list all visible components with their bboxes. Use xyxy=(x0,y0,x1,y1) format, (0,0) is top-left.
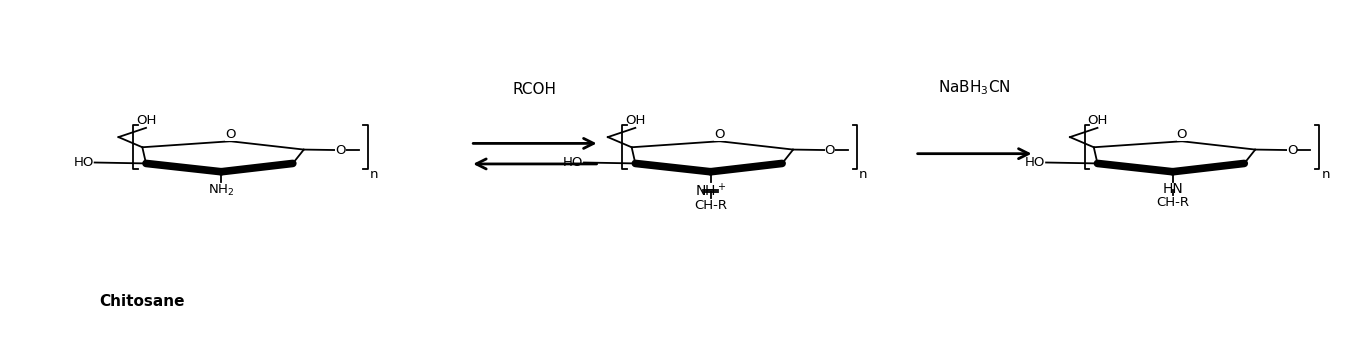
Text: HO: HO xyxy=(563,156,583,169)
Text: OH: OH xyxy=(136,115,157,127)
Text: n: n xyxy=(1321,168,1329,181)
Text: O: O xyxy=(715,128,725,141)
Text: O: O xyxy=(225,128,236,141)
Text: CH-R: CH-R xyxy=(695,198,727,211)
Text: HN: HN xyxy=(1162,183,1184,196)
Text: n: n xyxy=(859,168,868,181)
Text: OH: OH xyxy=(625,115,646,127)
Text: HO: HO xyxy=(1024,156,1045,169)
Text: NH$^+$: NH$^+$ xyxy=(695,183,726,200)
Text: O: O xyxy=(335,144,346,157)
Text: OH: OH xyxy=(1087,115,1107,127)
Text: n: n xyxy=(370,168,379,181)
Text: O: O xyxy=(1177,128,1188,141)
Text: NaBH$_3$CN: NaBH$_3$CN xyxy=(938,79,1011,97)
Text: RCOH: RCOH xyxy=(512,82,556,97)
Text: HO: HO xyxy=(74,156,94,169)
Text: NH$_2$: NH$_2$ xyxy=(208,183,234,198)
Text: O: O xyxy=(825,144,835,157)
Text: Chitosane: Chitosane xyxy=(99,294,185,309)
Text: O: O xyxy=(1287,144,1298,157)
Text: CH-R: CH-R xyxy=(1156,196,1189,209)
